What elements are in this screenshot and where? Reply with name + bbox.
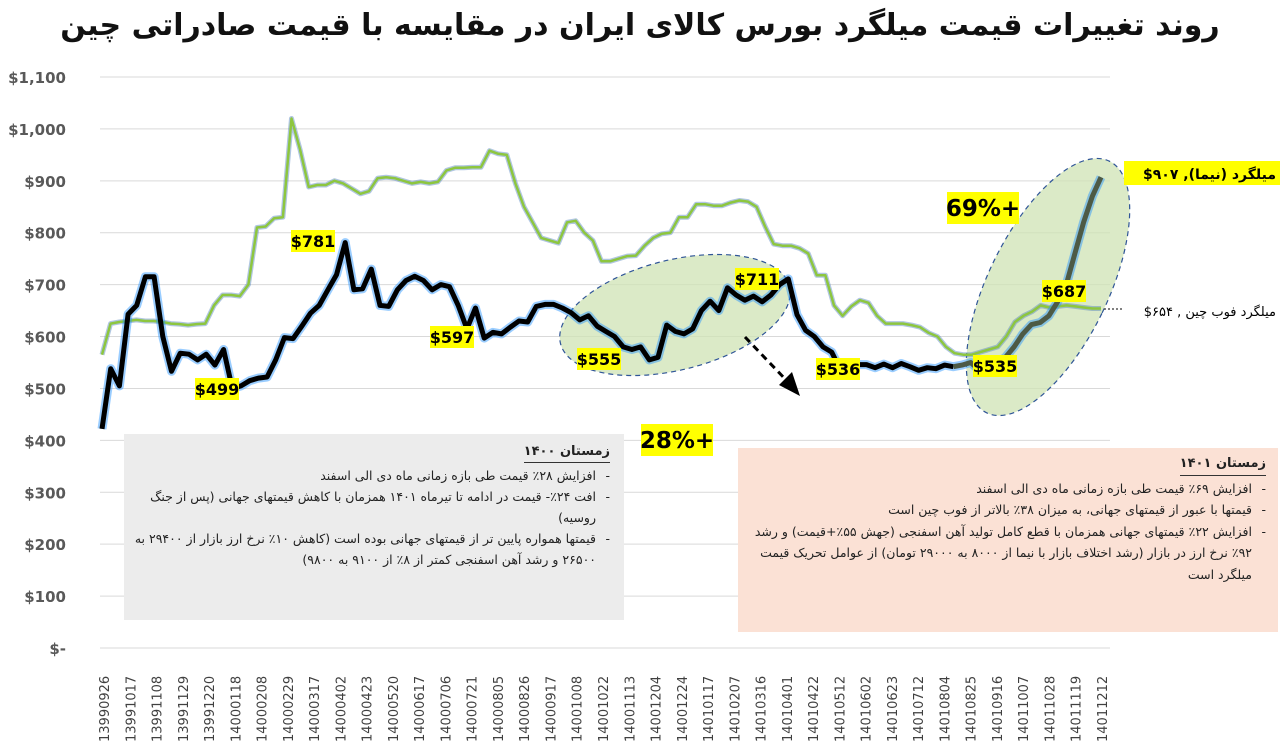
y-tick-label: $-: [49, 640, 66, 658]
x-tick-label: 14010207: [728, 676, 743, 742]
x-tick-label: 14010117: [702, 676, 717, 742]
pct-label-bg: [947, 192, 1019, 224]
x-tick-label: 14010804: [938, 676, 953, 742]
china-series-line: [100, 117, 1101, 356]
x-tick-label: 13991220: [203, 676, 218, 742]
x-tick-label: 14001204: [650, 676, 665, 742]
iran-series-line: [99, 240, 954, 430]
value-label: $711: [735, 270, 780, 289]
x-tick-label: 14010916: [991, 676, 1006, 742]
x-tick-label: 14010825: [965, 676, 980, 742]
value-label-bg: [195, 378, 239, 400]
trend-arrow-head: [779, 372, 800, 396]
value-label: $687: [1042, 282, 1087, 301]
note-left-item: افزایش ۲۸٪ قیمت طی بازه زمانی ماه دی الی…: [134, 465, 610, 486]
y-tick-label: $1,100: [8, 69, 66, 87]
y-tick-label: $900: [24, 173, 66, 191]
x-tick-label: 14000826: [518, 676, 533, 742]
value-label-bg: [291, 230, 335, 252]
series-lines: [97, 116, 1106, 430]
x-tick-label: 14000208: [256, 676, 271, 742]
x-tick-label: 14000721: [466, 676, 481, 742]
note-winter-1401: زمستان ۱۴۰۱ افزایش ۶۹٪ قیمت طی بازه زمان…: [738, 448, 1278, 632]
x-tick-label: 14011119: [1070, 676, 1085, 742]
pct-label-bg: [641, 424, 713, 456]
x-tick-label: 14000229: [282, 676, 297, 742]
x-tick-label: 13990926: [98, 676, 113, 742]
x-tick-label: 14010316: [755, 676, 770, 742]
x-tick-label: 14000706: [439, 676, 454, 742]
value-label: $536: [816, 360, 861, 379]
x-tick-label: 14010401: [781, 676, 796, 742]
x-tick-label: 14001022: [597, 676, 612, 742]
x-tick-label: 14010512: [833, 676, 848, 742]
y-tick-label: $100: [24, 588, 66, 606]
y-tick-label: $400: [24, 432, 66, 450]
y-tick-label: $700: [24, 277, 66, 295]
value-label: $535: [973, 357, 1018, 376]
x-tick-label: 13991129: [177, 676, 192, 742]
x-tick-label: 13991108: [151, 676, 166, 742]
x-tick-label: 14000520: [387, 676, 402, 742]
chart-title: روند تغییرات قیمت میلگرد بورس کالای ایرا…: [60, 8, 1220, 43]
value-label-bg: [973, 355, 1017, 377]
note-left-item: قیمتها همواره پایین تر از قیمتهای جهانی …: [134, 528, 610, 570]
y-tick-label: $600: [24, 329, 66, 347]
x-axis-ticks: 13990926 13991017 13991108 13991129 13991220…: [98, 676, 1111, 742]
note-winter-1400: زمستان ۱۴۰۰ افزایش ۲۸٪ قیمت طی بازه زمان…: [124, 434, 624, 620]
y-tick-label: $800: [24, 225, 66, 243]
value-labels: $781 $499 $597 $555 $711 $536 $535 $687 69%+ 28%+…: [195, 161, 1280, 456]
x-tick-label: 14011212: [1096, 676, 1111, 742]
value-label: $555: [577, 350, 622, 369]
y-axis-ticks: $- $100 $200 $300 $400 $500 $600 $700 $800 $900 $1…: [8, 69, 66, 658]
y-tick-label: $500: [24, 380, 66, 398]
x-tick-label: 14010712: [912, 676, 927, 742]
y-tick-label: $1,000: [8, 121, 66, 139]
x-tick-label: 14001008: [571, 676, 586, 742]
pct-label: 28%+: [640, 428, 714, 454]
value-label-bg: [816, 358, 860, 380]
x-tick-label: 14000805: [492, 676, 507, 742]
pct-label: 69%+: [946, 196, 1020, 222]
x-tick-label: 14011007: [1017, 676, 1032, 742]
x-tick-label: 14011028: [1043, 676, 1058, 742]
x-tick-label: 14010422: [807, 676, 822, 742]
y-tick-label: $300: [24, 484, 66, 502]
value-label-bg: [1042, 280, 1086, 302]
note-right-title: زمستان ۱۴۰۱: [1179, 453, 1266, 476]
note-right-item: قیمتها با عبور از قیمتهای جهانی، به میزا…: [748, 499, 1266, 521]
value-label-bg: [430, 326, 474, 348]
x-tick-label: 14000617: [413, 676, 428, 742]
x-tick-label: 14010602: [860, 676, 875, 742]
x-tick-label: 14000917: [544, 676, 559, 742]
note-left-title: زمستان ۱۴۰۰: [523, 441, 610, 463]
note-right-item: افزایش ۲۲٪ قیمتهای جهانی همزمان با قطع ک…: [748, 521, 1266, 586]
trend-arrow: [743, 335, 790, 384]
value-label-bg: [735, 268, 779, 290]
x-tick-label: 14000118: [229, 676, 244, 742]
x-tick-label: 14000402: [334, 676, 349, 742]
y-tick-label: $200: [24, 536, 66, 554]
x-tick-label: 14010623: [886, 676, 901, 742]
value-label: $499: [195, 380, 240, 399]
value-label: $597: [430, 328, 475, 347]
value-label-bg: [577, 348, 621, 370]
x-tick-label: 14001224: [676, 676, 691, 742]
iran-end-label-bg: [1124, 161, 1280, 185]
iran-end-label: میلگرد (نیما), ۹۰۷$: [1143, 166, 1276, 183]
china-end-label: میلگرد فوب چین , ۶۵۴$: [1144, 304, 1276, 320]
note-right-item: افزایش ۶۹٪ قیمت طی بازه زمانی ماه دی الی…: [748, 478, 1266, 500]
x-tick-label: 14000423: [361, 676, 376, 742]
note-left-item: افت ۲۴٪- قیمت در ادامه تا تیرماه ۱۴۰۱ هم…: [134, 486, 610, 528]
value-label: $781: [291, 232, 336, 251]
x-tick-label: 14001113: [623, 676, 638, 742]
x-tick-label: 13991017: [124, 676, 139, 742]
x-tick-label: 14000317: [308, 676, 323, 742]
